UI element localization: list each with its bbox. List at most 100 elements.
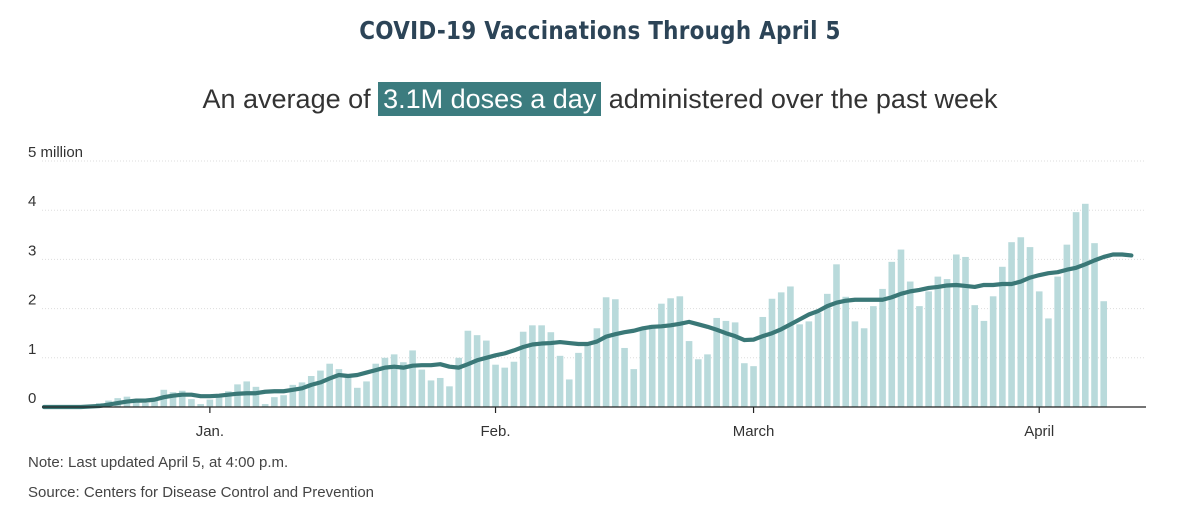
subtitle-prefix: An average of [202, 84, 379, 114]
daily-dose-bar [363, 381, 370, 407]
chart-title: COVID-19 Vaccinations Through April 5 [359, 16, 841, 45]
daily-dose-bar [1091, 243, 1098, 407]
daily-dose-bar [142, 403, 149, 407]
daily-dose-bar [814, 312, 822, 407]
daily-dose-bar [538, 325, 545, 407]
daily-dose-bar [787, 286, 794, 407]
daily-dose-bar [169, 392, 177, 407]
daily-dose-bar [667, 298, 674, 407]
daily-dose-bar [473, 335, 481, 407]
daily-dose-bar [1017, 237, 1025, 407]
daily-dose-bar [602, 297, 610, 407]
daily-dose-bar [547, 332, 555, 407]
daily-dose-bar [519, 331, 527, 407]
daily-dose-bar [916, 306, 923, 407]
daily-dose-bar [971, 305, 979, 407]
daily-dose-bar [879, 288, 886, 407]
daily-dose-bar [575, 352, 582, 407]
daily-dose-bar [307, 376, 315, 407]
y-tick-label: 0 [28, 390, 36, 407]
daily-dose-bar [989, 296, 997, 407]
daily-dose-bar [317, 370, 324, 407]
daily-dose-bar [529, 325, 536, 407]
daily-dose-bar [1035, 291, 1043, 407]
daily-dose-bar [252, 386, 260, 407]
daily-dose-bar [418, 369, 426, 407]
y-tick-label: 2 [28, 292, 36, 309]
daily-dose-bar [999, 266, 1006, 407]
daily-dose-bar [842, 296, 850, 407]
daily-dose-bar [206, 399, 214, 407]
y-tick-label: 1 [28, 341, 36, 358]
chart-subtitle: An average of 3.1M doses a day administe… [0, 82, 1200, 116]
daily-dose-bar [446, 386, 453, 407]
daily-dose-bar [584, 343, 591, 407]
y-tick-label: 4 [28, 193, 36, 210]
daily-dose-bar [409, 350, 416, 407]
daily-dose-bar [215, 397, 223, 407]
daily-dose-bar [427, 380, 435, 407]
daily-dose-bar [860, 328, 868, 407]
daily-dose-bar [400, 362, 407, 407]
daily-dose-bar [713, 317, 720, 407]
vaccination-chart: 5 million 4 3 2 1 0 Jan. Feb. March April [28, 144, 1146, 440]
daily-dose-bar [381, 357, 389, 407]
daily-dose-bar [962, 256, 969, 407]
daily-dose-bar [658, 303, 665, 407]
daily-dose-bar [197, 404, 204, 407]
daily-dose-bar [952, 254, 960, 407]
daily-dose-bar [1054, 276, 1061, 407]
daily-dose-bar [565, 379, 573, 407]
daily-dose-bar [280, 395, 287, 407]
daily-dose-bar [225, 391, 232, 407]
daily-dose-bar [796, 324, 803, 407]
daily-dose-bar [694, 359, 702, 407]
seven-day-average-line [41, 252, 1134, 410]
daily-dose-bar [731, 322, 739, 407]
daily-dose-bar [510, 361, 518, 407]
daily-dose-bar [132, 401, 140, 407]
daily-dose-bar [685, 341, 693, 407]
footnote-updated: Note: Last updated April 5, at 4:00 p.m. [28, 454, 289, 471]
daily-dose-bar [1026, 247, 1034, 407]
y-tick-label: 3 [28, 242, 36, 259]
daily-dose-bar [326, 363, 333, 407]
daily-dose-bar [943, 279, 951, 407]
subtitle-suffix: administered over the past week [601, 84, 998, 114]
daily-dose-bar [335, 369, 343, 407]
daily-dose-bar [556, 355, 564, 407]
subtitle-highlight: 3.1M doses a day [378, 82, 602, 116]
daily-dose-bar [1100, 301, 1108, 407]
daily-dose-bar [759, 316, 767, 407]
daily-dose-bar [1072, 212, 1080, 407]
daily-dose-bar [298, 382, 306, 407]
daily-dose-bar [1008, 242, 1015, 407]
daily-dose-bar [1045, 318, 1052, 407]
daily-dose-bar [483, 340, 490, 407]
daily-dose-bar [455, 357, 462, 407]
daily-dose-bar [851, 321, 859, 407]
daily-dose-bar [833, 264, 840, 407]
daily-dose-bar [741, 363, 748, 407]
footnote-source: Source: Centers for Disease Control and … [28, 484, 375, 501]
daily-dose-bar [925, 291, 932, 407]
daily-dose-bar [750, 366, 757, 407]
daily-dose-bar [612, 299, 619, 407]
daily-dose-bar [906, 281, 914, 407]
daily-dose-bar [261, 404, 269, 407]
daily-dose-bar [1082, 203, 1089, 407]
daily-dose-bar [648, 324, 656, 407]
daily-dose-bar [934, 276, 942, 407]
daily-dose-bar [188, 399, 195, 407]
x-tick-label: Feb. [481, 423, 511, 440]
daily-dose-bar [870, 306, 877, 407]
daily-dose-bar [390, 354, 398, 407]
daily-dose-bar [344, 376, 352, 407]
y-tick-label: 5 million [28, 144, 83, 161]
daily-dose-bar [1063, 244, 1071, 407]
daily-dose-bar [372, 363, 380, 407]
daily-dose-bar [704, 354, 711, 407]
x-tick-label: April [1024, 423, 1054, 440]
daily-dose-bar [777, 292, 785, 407]
x-tick-label: March [733, 423, 775, 440]
